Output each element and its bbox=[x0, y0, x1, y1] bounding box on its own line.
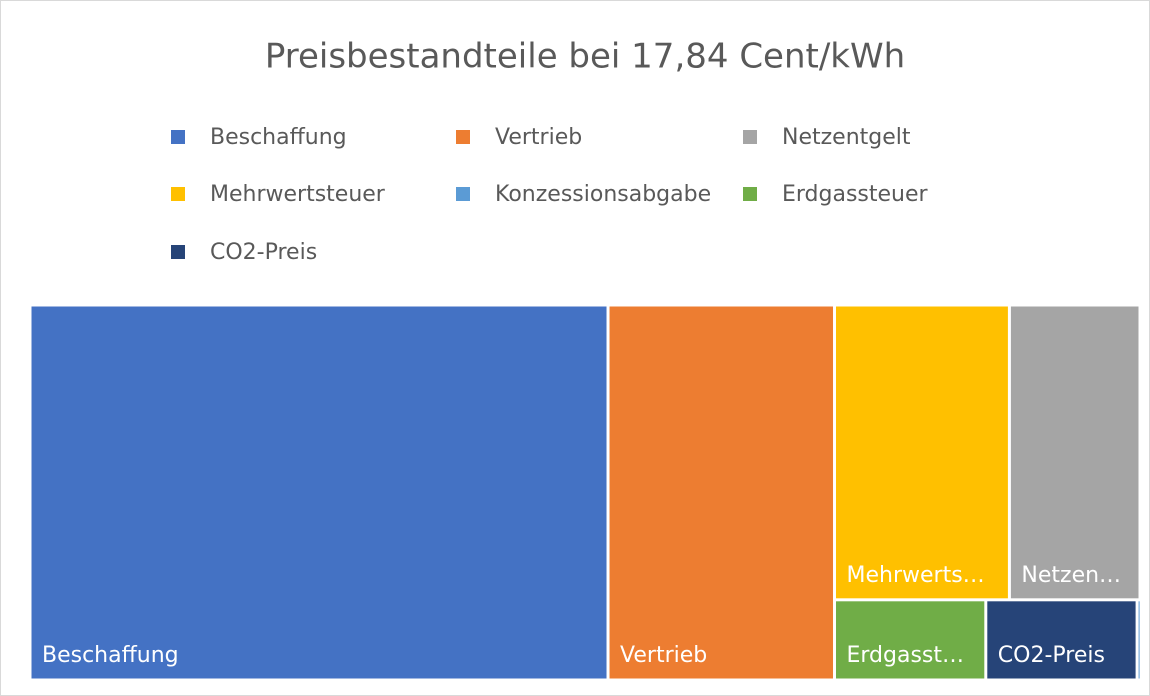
legend-label: Vertrieb bbox=[495, 125, 582, 150]
legend-swatch bbox=[171, 245, 185, 259]
tile bbox=[836, 601, 985, 679]
tile-label: Vertrieb bbox=[620, 643, 707, 668]
legend-swatch bbox=[171, 187, 185, 201]
tile bbox=[1138, 601, 1140, 679]
legend-label: Mehrwertsteuer bbox=[210, 182, 386, 207]
tile-label: Mehrwerts… bbox=[847, 563, 985, 588]
legend-swatch bbox=[456, 130, 470, 144]
legend-swatch bbox=[171, 130, 185, 144]
legend-label: Erdgassteuer bbox=[782, 182, 929, 207]
chart-title: Preisbestandteile bei 17,84 Cent/kWh bbox=[265, 37, 905, 77]
legend-swatch bbox=[456, 187, 470, 201]
tile bbox=[836, 306, 1008, 599]
tile bbox=[1010, 306, 1139, 599]
tile bbox=[31, 306, 607, 679]
tile bbox=[987, 601, 1136, 679]
legend-label: Konzessionsabgabe bbox=[495, 182, 711, 207]
legend-label: CO2-Preis bbox=[210, 240, 317, 265]
legend-label: Netzentgelt bbox=[782, 125, 911, 150]
legend-swatch bbox=[743, 130, 757, 144]
tile-label: CO2-Preis bbox=[998, 643, 1105, 668]
tile-label: Beschaffung bbox=[42, 643, 179, 668]
tile-label: Erdgasst… bbox=[847, 643, 965, 668]
tile-label: Netzen… bbox=[1021, 563, 1121, 588]
legend-label: Beschaffung bbox=[210, 125, 347, 150]
legend-swatch bbox=[743, 187, 757, 201]
tile bbox=[609, 306, 834, 679]
